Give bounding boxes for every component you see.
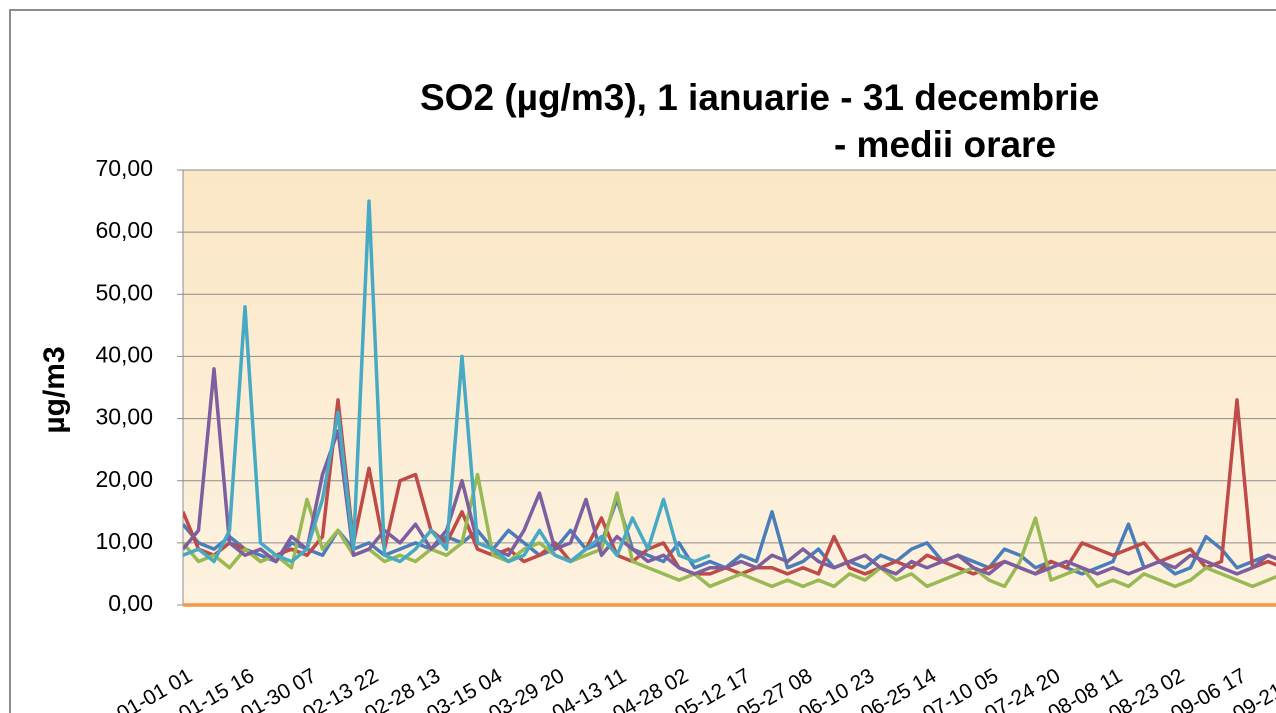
y-tick-label: 40,00	[95, 342, 153, 368]
plot-area	[183, 170, 1276, 605]
y-tick-label: 20,00	[95, 466, 153, 492]
series-line	[183, 472, 1276, 589]
series-line	[183, 367, 1276, 576]
y-tick-label: 10,00	[95, 528, 153, 554]
series-line	[183, 199, 711, 564]
y-tick-label: 0,00	[108, 590, 153, 616]
series-line	[183, 398, 1276, 576]
y-tick-label: 30,00	[95, 404, 153, 430]
y-tick-label: 60,00	[95, 217, 153, 243]
chart-title: SO2 (µg/m3), 1 ianuarie - 31 decembrie	[420, 77, 1099, 118]
chart-subtitle: - medii orare	[834, 124, 1056, 165]
y-tick-label: 50,00	[95, 279, 153, 305]
y-tick-label: 70,00	[95, 155, 153, 181]
y-axis-label: µg/m3	[38, 346, 71, 433]
grid	[177, 169, 1276, 606]
series-lines	[183, 199, 1276, 607]
